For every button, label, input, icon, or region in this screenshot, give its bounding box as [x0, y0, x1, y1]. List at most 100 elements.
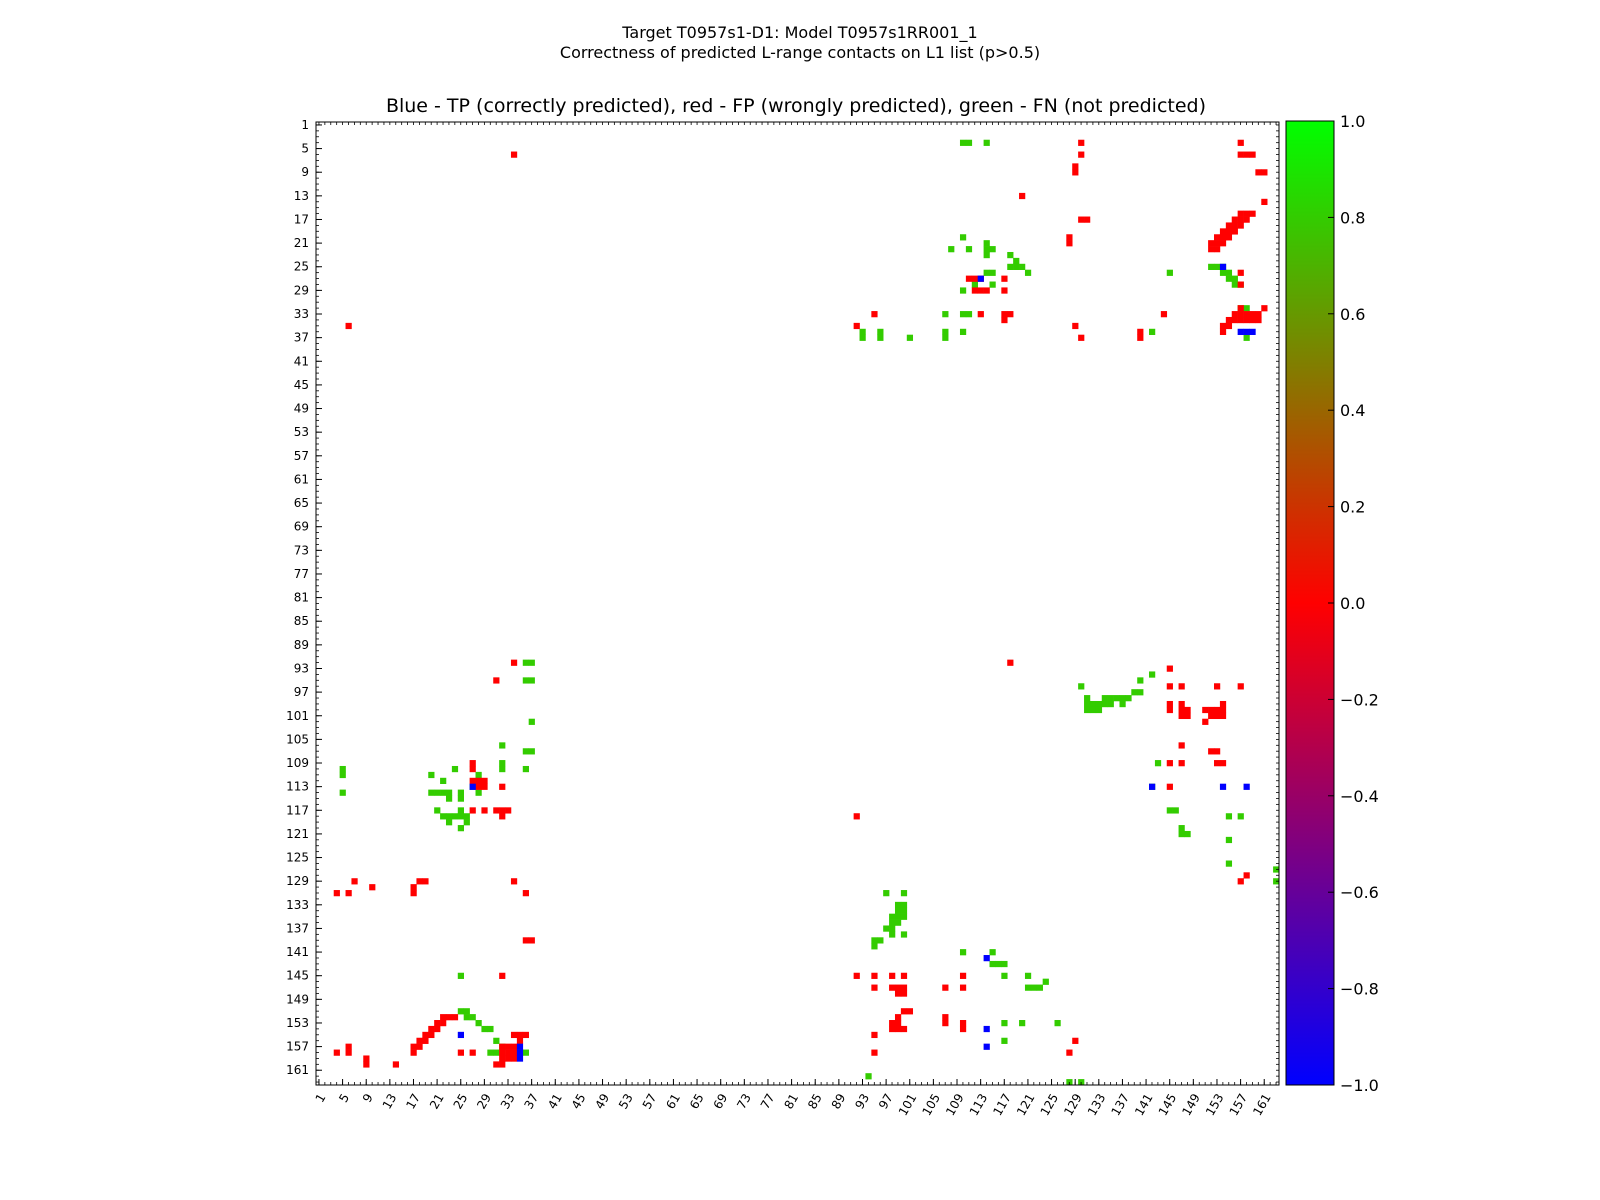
- contact-cell-fn: [339, 765, 346, 773]
- contact-cell-fp: [499, 1061, 506, 1068]
- contact-cell-fp: [1225, 234, 1233, 241]
- contact-cell-fp: [983, 287, 990, 294]
- contact-cell-fp: [900, 972, 908, 979]
- contact-cell-fp: [410, 1049, 417, 1056]
- contact-cell-fp: [894, 984, 902, 991]
- y-tick-label: 125: [286, 851, 309, 865]
- contact-cell-fn: [463, 813, 470, 820]
- contact-cell-fn: [493, 1049, 500, 1056]
- contact-cell-fp: [889, 972, 896, 979]
- contact-cell-fp: [510, 1055, 518, 1062]
- contact-cell-tp: [1249, 328, 1256, 335]
- x-tick-label: 101: [896, 1091, 920, 1118]
- y-tick-label: 81: [294, 591, 309, 605]
- contact-cell-fn: [959, 139, 967, 146]
- contact-cell-fp: [493, 807, 500, 814]
- y-tick-label: 73: [294, 543, 309, 557]
- contact-cell-fp: [853, 322, 860, 330]
- colorbar-ticks: 1.0 0.8 0.6 0.4 0.2 0.0 −0.2 −0.4 −0.6 −0.8 −1.0: [1328, 112, 1379, 1095]
- contact-cell-fp: [422, 1037, 429, 1044]
- y-tick-label: 21: [294, 236, 309, 250]
- contact-cell-fp: [853, 813, 860, 820]
- contact-cell-fn: [1024, 984, 1032, 991]
- contact-cell-fn: [481, 1025, 488, 1033]
- contact-cell-fn: [487, 1025, 494, 1033]
- contact-cell-tp: [1219, 783, 1227, 790]
- contact-cell-fn: [440, 813, 447, 820]
- y-tick-label: 9: [301, 165, 309, 179]
- contact-cell-fp: [440, 1014, 447, 1021]
- contact-cell-fp: [505, 807, 512, 814]
- contact-cell-tp: [457, 1031, 464, 1039]
- contact-cell-fp: [1249, 311, 1256, 318]
- contact-cell-fn: [871, 937, 878, 944]
- contact-cell-fp: [1019, 192, 1026, 200]
- x-tick-label: 73: [734, 1091, 754, 1111]
- contact-cell-fn: [451, 813, 459, 820]
- contact-cell-fp: [1214, 760, 1221, 767]
- contact-cell-fn: [1225, 275, 1233, 282]
- y-tick-label: 117: [286, 803, 309, 817]
- contact-cell-fp: [434, 1020, 441, 1027]
- contact-cell-fp: [1160, 311, 1168, 318]
- contact-cell-fn: [445, 819, 453, 826]
- x-tick-label: 141: [1132, 1091, 1156, 1118]
- contact-cell-fn: [900, 931, 908, 938]
- x-tick-label: 153: [1203, 1091, 1227, 1118]
- colorbar-tick-label: 0.4: [1340, 401, 1365, 420]
- y-axis-ticks: 1 5 9 13 17 21 25 29 33 37 41 45 49 53 57 61 65 69 73 77 81 8…: [286, 118, 322, 1077]
- contact-cell-fp: [481, 777, 488, 784]
- contact-cell-fn: [1024, 269, 1032, 276]
- contact-cell-fn: [883, 925, 890, 932]
- contact-cell-fn: [1089, 700, 1097, 708]
- contact-cell-fp: [410, 1043, 417, 1050]
- contact-cell-fp: [1261, 169, 1268, 176]
- contact-cell-fp: [1237, 222, 1244, 229]
- contact-cell-fp: [1249, 210, 1256, 217]
- x-tick-label: 9: [360, 1091, 376, 1105]
- y-tick-label: 101: [286, 709, 309, 723]
- contact-cell-fn: [1172, 807, 1179, 814]
- x-tick-label: 97: [876, 1091, 896, 1111]
- figure-suptitle-line2: Correctness of predicted L-range contact…: [559, 43, 1041, 62]
- contact-cell-fp: [977, 287, 984, 294]
- contact-cell-fn: [463, 819, 470, 826]
- colorbar-tick-label: −1.0: [1340, 1076, 1379, 1095]
- x-tick-label: 157: [1227, 1091, 1251, 1118]
- contact-cell-fp: [499, 1043, 506, 1050]
- x-tick-label: 129: [1061, 1091, 1085, 1118]
- contact-cell-fn: [528, 718, 535, 725]
- contact-cells: [333, 139, 1280, 1086]
- x-tick-label: 109: [943, 1091, 967, 1118]
- contact-cell-fp: [1214, 246, 1221, 253]
- contact-cell-fp: [971, 287, 978, 294]
- x-tick-label: 29: [474, 1091, 494, 1111]
- y-tick-label: 1: [301, 118, 309, 132]
- contact-cell-fn: [989, 960, 996, 968]
- contact-cell-fn: [859, 334, 866, 341]
- contact-cell-fp: [1237, 210, 1244, 217]
- contact-cell-fn: [445, 795, 453, 802]
- contact-cell-fn: [1149, 671, 1156, 678]
- contact-cell-tp: [1149, 783, 1156, 790]
- contact-cell-fp: [493, 1061, 500, 1068]
- contact-cell-fp: [1219, 760, 1227, 767]
- x-tick-label: 89: [829, 1091, 849, 1111]
- contact-cell-fp: [1208, 706, 1215, 714]
- x-tick-label: 137: [1108, 1091, 1132, 1118]
- contact-cell-fn: [983, 139, 990, 146]
- contact-cell-fn: [1131, 689, 1138, 696]
- colorbar-tick-label: 0.6: [1340, 305, 1365, 324]
- contact-cell-fp: [942, 1014, 949, 1021]
- x-tick-label: 125: [1038, 1091, 1062, 1118]
- contact-cell-fn: [1119, 695, 1126, 702]
- contact-cell-fp: [522, 937, 529, 944]
- contact-cell-fn: [948, 246, 955, 253]
- contact-cell-fn: [1149, 328, 1156, 335]
- contact-cell-fn: [1001, 960, 1008, 968]
- contact-cell-fp: [1237, 269, 1244, 276]
- contact-cell-fn: [1019, 1020, 1026, 1027]
- contact-cell-fp: [1219, 240, 1227, 247]
- x-tick-label: 53: [616, 1091, 636, 1111]
- y-tick-label: 13: [294, 189, 309, 203]
